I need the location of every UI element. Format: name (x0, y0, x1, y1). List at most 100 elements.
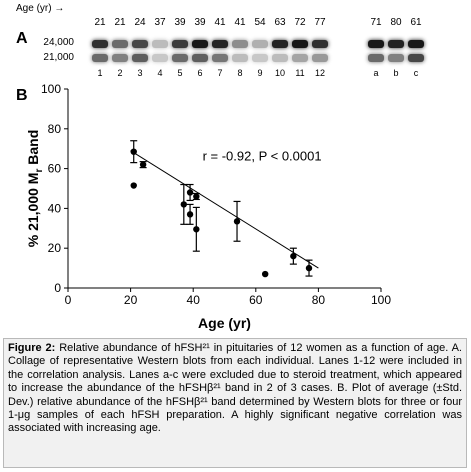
data-point (180, 201, 188, 208)
blot-band-bottom (232, 54, 248, 62)
correlation-plot: 0 20 40 60 80 100 0 20 40 60 80 100 Age (yr) % 21,000… (25, 82, 391, 331)
mw-upper-label: 24,000 (43, 37, 74, 48)
blot-band-top (172, 40, 188, 48)
correlation-annotation: r = -0.92, P < 0.0001 (203, 149, 322, 164)
blot-band-top (92, 40, 108, 48)
blot-band-bottom (92, 54, 108, 62)
blot-band-top (192, 40, 208, 48)
figure-caption: Figure 2: Relative abundance of hFSH²¹ i… (3, 338, 467, 468)
lane-age: 54 (254, 17, 266, 28)
data-point (290, 252, 297, 260)
x-tick-label: 20 (124, 293, 138, 307)
x-axis-label: Age (yr) (198, 315, 251, 331)
blot-band-top (212, 40, 228, 48)
data-point (193, 193, 200, 200)
lane-number: c (413, 68, 419, 78)
excluded-blot-strip (366, 32, 426, 66)
panel-a-label: A (16, 30, 28, 47)
blot-band-top (232, 40, 248, 48)
blot-band-top (292, 40, 308, 48)
lane-number: 6 (197, 68, 203, 78)
data-point (261, 270, 269, 278)
blot-band-bottom (408, 54, 424, 62)
mw-lower-label: 21,000 (43, 52, 74, 63)
data-point (193, 226, 200, 233)
lane-age: 80 (390, 17, 402, 28)
lane-age: 21 (114, 17, 126, 28)
blot-band-top (272, 40, 288, 48)
age-header-text: Age (yr) (16, 3, 52, 14)
blot-band-bottom (192, 54, 208, 62)
blot-band-top (252, 40, 268, 48)
y-tick-label: 80 (48, 122, 62, 136)
y-tick-label: 40 (48, 201, 62, 215)
blot-band-top (388, 40, 404, 48)
lane-number: 3 (137, 68, 143, 78)
lane-age: 41 (234, 17, 246, 28)
y-axis-label-tail: Band (25, 130, 41, 169)
regression-line (130, 150, 319, 269)
caption-text: Relative abundance of hFSH²¹ in pituitar… (8, 342, 462, 435)
lane-age: 24 (134, 17, 146, 28)
lane-number: a (373, 68, 379, 78)
x-tick-label: 60 (249, 293, 263, 307)
blot-band-top (112, 40, 128, 48)
data-point (233, 218, 241, 225)
lane-number: 1 (97, 68, 103, 78)
lane-age: 71 (370, 17, 382, 28)
blot-band-bottom (152, 54, 168, 62)
blot-band-bottom (312, 54, 328, 62)
x-tick-label: 100 (371, 293, 391, 307)
x-tick-label: 40 (187, 293, 201, 307)
lane-age: 39 (174, 17, 186, 28)
blot-band-bottom (132, 54, 148, 62)
data-point (186, 211, 194, 218)
data-point (130, 182, 137, 189)
lane-age: 39 (194, 17, 206, 28)
data-point (139, 161, 147, 168)
blot-band-bottom (292, 54, 308, 62)
lane-number: 12 (314, 68, 325, 78)
blot-band-top (132, 40, 148, 48)
y-axis-label-main: % 21,000 M (25, 173, 41, 248)
blot-band-bottom (388, 54, 404, 62)
blot-band-bottom (172, 54, 188, 62)
blot-band-top (408, 40, 424, 48)
blot-band-top (152, 40, 168, 48)
data-point (186, 189, 194, 196)
x-tick-label: 0 (65, 293, 72, 307)
main-blot-strip (90, 32, 330, 66)
lane-age: 61 (410, 17, 422, 28)
age-header: Age (yr) → (16, 3, 64, 14)
y-axis-label: % 21,000 Mr Band (25, 130, 45, 248)
y-tick-label: 60 (48, 162, 62, 176)
y-tick-label: 0 (54, 281, 61, 295)
lane-number: 11 (295, 68, 305, 78)
lane-number: 9 (257, 68, 263, 78)
lane-number: 8 (237, 68, 243, 78)
data-point (305, 264, 313, 272)
lane-age: 72 (294, 17, 306, 28)
x-tick-label: 80 (312, 293, 326, 307)
y-axis-label-subscript: r (34, 169, 45, 173)
lane-number: 2 (117, 68, 123, 78)
blot-band-bottom (112, 54, 128, 62)
lane-age: 77 (314, 17, 326, 28)
blot-band-top (368, 40, 384, 48)
y-tick-label: 20 (48, 241, 62, 255)
blot-band-top (312, 40, 328, 48)
lane-number: b (393, 68, 399, 78)
y-tick-label: 100 (41, 82, 61, 96)
data-point (130, 148, 137, 155)
blot-band-bottom (252, 54, 268, 62)
lane-number: 5 (177, 68, 183, 78)
figure-label: Figure 2: (8, 342, 56, 354)
lane-age: 63 (274, 17, 286, 28)
blot-band-bottom (368, 54, 384, 62)
lane-age: 21 (94, 17, 106, 28)
lane-number: 10 (274, 68, 285, 78)
blot-band-bottom (212, 54, 228, 62)
lane-number: 7 (217, 68, 223, 78)
lane-number: 4 (157, 68, 163, 78)
panel-b-label: B (16, 87, 28, 104)
